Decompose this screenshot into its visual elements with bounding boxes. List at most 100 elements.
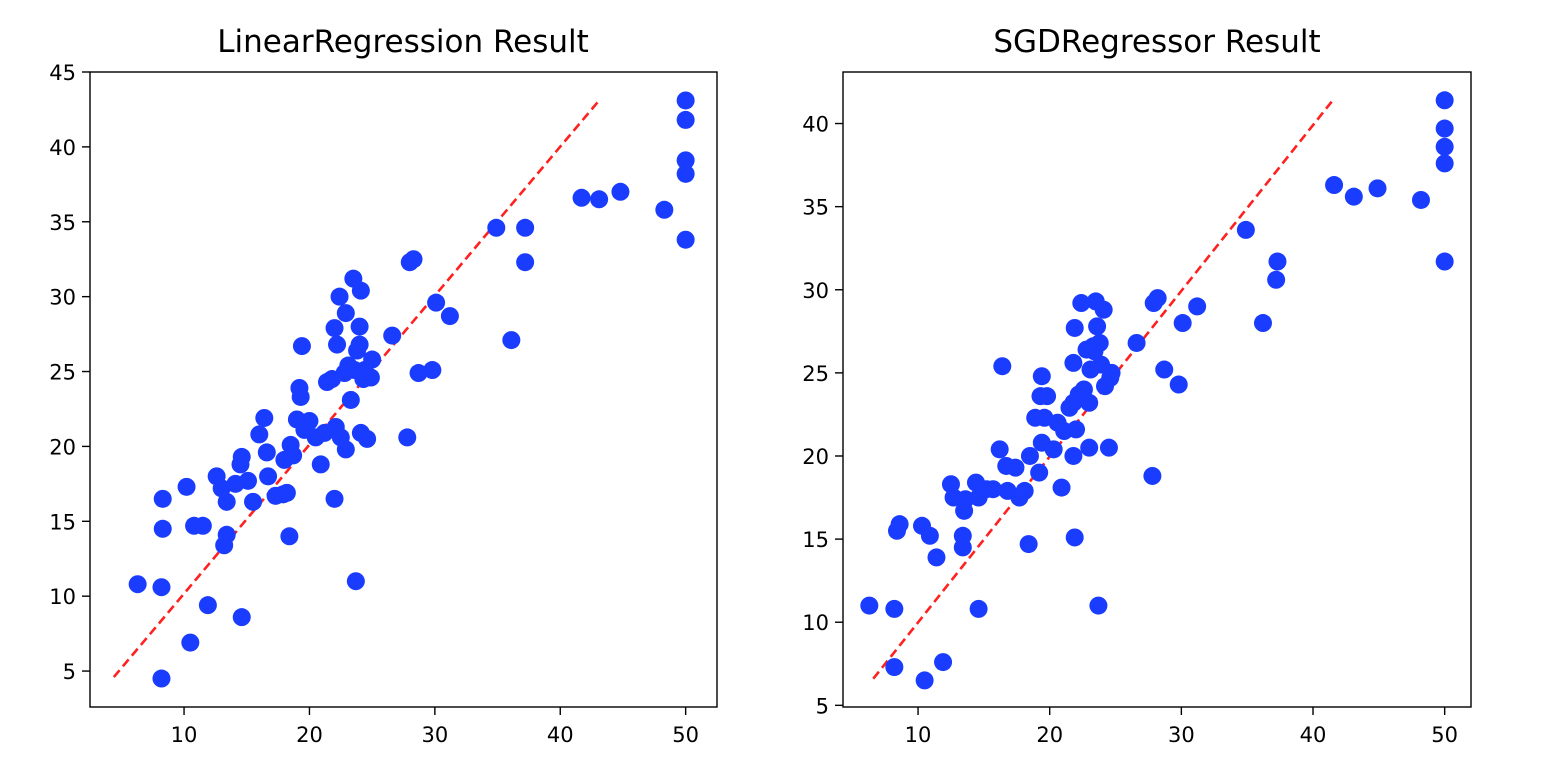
data-point xyxy=(198,596,217,615)
data-point xyxy=(927,548,946,567)
data-point xyxy=(1064,446,1083,465)
data-point xyxy=(128,575,147,594)
data-point xyxy=(860,596,879,615)
data-point xyxy=(969,599,988,618)
x-tick-label: 20 xyxy=(296,723,323,747)
data-point xyxy=(330,287,349,306)
axis-ticks: 10 20 30 40 50 5 10 15 20 25 30 35 40 45 xyxy=(49,61,699,747)
data-point xyxy=(1344,187,1363,206)
data-point xyxy=(1169,375,1188,394)
x-tick-label: 20 xyxy=(1036,723,1063,747)
data-point xyxy=(440,307,459,326)
x-tick-label: 30 xyxy=(1168,723,1195,747)
data-point xyxy=(655,200,674,219)
data-point xyxy=(232,447,251,466)
data-point xyxy=(232,608,251,627)
data-point xyxy=(1020,446,1039,465)
data-point xyxy=(152,578,171,597)
data-point xyxy=(325,489,344,508)
data-point xyxy=(1173,314,1192,333)
data-point xyxy=(676,151,695,170)
data-point xyxy=(990,440,1009,459)
data-point xyxy=(1089,596,1108,615)
data-point xyxy=(350,317,369,336)
data-point xyxy=(153,519,172,538)
x-tick-label: 10 xyxy=(171,723,198,747)
y-tick-label: 35 xyxy=(802,196,829,220)
data-point xyxy=(676,230,695,249)
data-point xyxy=(351,281,370,300)
data-point xyxy=(361,368,380,387)
data-point xyxy=(152,669,171,688)
data-point xyxy=(1065,528,1084,547)
data-point xyxy=(1268,252,1287,271)
data-point xyxy=(1019,535,1038,554)
data-point xyxy=(244,492,263,511)
data-point xyxy=(1325,176,1344,195)
data-point xyxy=(590,190,609,209)
data-point xyxy=(1435,154,1454,173)
data-point xyxy=(277,483,296,502)
y-tick-label: 10 xyxy=(802,611,829,635)
chart-title: LinearRegression Result xyxy=(217,24,589,60)
data-point xyxy=(153,489,172,508)
data-point xyxy=(1143,466,1162,485)
data-point xyxy=(1064,353,1083,372)
x-tick-label: 30 xyxy=(421,723,448,747)
y-tick-label: 10 xyxy=(49,585,76,609)
data-point xyxy=(1006,458,1025,477)
x-tick-label: 50 xyxy=(1431,723,1458,747)
y-tick-label: 40 xyxy=(49,136,76,160)
data-point xyxy=(280,527,299,546)
y-tick-label: 30 xyxy=(49,286,76,310)
data-point xyxy=(1080,393,1099,412)
data-point xyxy=(1435,119,1454,138)
data-point xyxy=(1188,297,1207,316)
y-tick-label: 40 xyxy=(802,113,829,137)
data-point xyxy=(1032,367,1051,386)
data-point xyxy=(953,526,972,545)
x-tick-label: 40 xyxy=(1300,723,1327,747)
data-point xyxy=(1094,300,1113,319)
data-point xyxy=(177,477,196,496)
data-point xyxy=(181,633,200,652)
data-point xyxy=(1052,478,1071,497)
data-point xyxy=(363,350,382,369)
data-point xyxy=(1435,137,1454,156)
data-point xyxy=(239,471,258,490)
axes-frame xyxy=(842,71,1472,708)
data-point xyxy=(1099,438,1118,457)
data-point xyxy=(1236,220,1255,239)
data-point xyxy=(890,515,909,534)
data-point xyxy=(325,319,344,338)
data-point xyxy=(676,164,695,183)
data-point xyxy=(1067,420,1086,439)
data-point xyxy=(300,411,319,430)
y-tick-label: 25 xyxy=(49,361,76,385)
y-tick-label: 15 xyxy=(802,528,829,552)
data-point xyxy=(1267,270,1286,289)
y-tick-label: 5 xyxy=(816,694,829,718)
data-point xyxy=(291,387,310,406)
data-point xyxy=(193,516,212,535)
y-tick-label: 20 xyxy=(802,445,829,469)
data-point xyxy=(1127,333,1146,352)
data-point xyxy=(1015,481,1034,500)
y-tick-label: 45 xyxy=(49,61,76,85)
x-tick-label: 50 xyxy=(672,723,699,747)
y-tick-label: 35 xyxy=(49,211,76,235)
data-point xyxy=(292,337,311,356)
linear-regression-plot: LinearRegression Result 10 20 30 40 50 5 10 15 2… xyxy=(49,24,718,747)
axes-frame xyxy=(89,71,718,708)
data-point xyxy=(1090,333,1109,352)
data-point xyxy=(1044,440,1063,459)
data-point xyxy=(920,526,939,545)
data-point xyxy=(404,250,423,269)
data-point xyxy=(336,304,355,323)
data-point xyxy=(934,653,953,672)
data-point xyxy=(1435,252,1454,271)
data-point xyxy=(1080,438,1099,457)
scatter-points xyxy=(860,91,1454,690)
data-point xyxy=(956,490,975,509)
